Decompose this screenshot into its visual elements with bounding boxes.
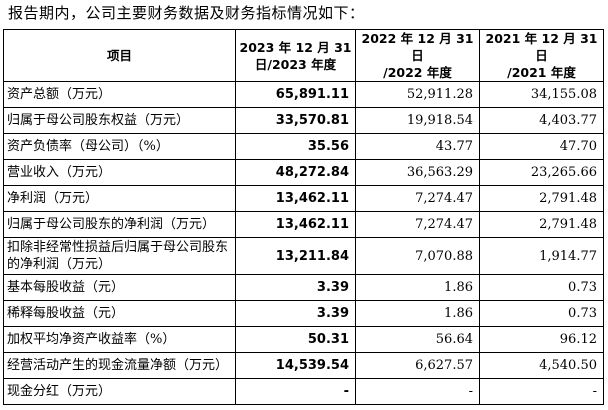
value-2022: 1.86 <box>355 300 480 327</box>
header-2023: 2023 年 12 月 31 日/2023 年度 <box>235 29 356 82</box>
table-row: 营业收入（万元） 48,272.84 36,563.29 23,265.66 <box>3 159 604 186</box>
value-2023: 13,462.11 <box>235 185 356 212</box>
table-row: 资产负债率（母公司）（%） 35.56 43.77 47.70 <box>3 133 604 160</box>
table-row: 加权平均净资产收益率（%） 50.31 56.64 96.12 <box>3 326 604 353</box>
value-2021: 23,265.66 <box>479 159 604 186</box>
header-item: 项目 <box>3 29 236 82</box>
value-2023: 13,462.11 <box>235 211 356 238</box>
financial-indicators-table: 项目 2023 年 12 月 31 日/2023 年度 2022 年 12 月 3… <box>3 29 604 405</box>
row-label: 资产负债率（母公司）（%） <box>3 133 236 160</box>
value-2023: 50.31 <box>235 326 356 353</box>
value-2021: 34,155.08 <box>479 81 604 108</box>
table-row: 归属于母公司股东的净利润（万元） 13,462.11 7,274.47 2,79… <box>3 211 604 238</box>
value-2021: 1,914.77 <box>479 237 604 275</box>
value-2021: 47.70 <box>479 133 604 160</box>
table-row: 经营活动产生的现金流量净额（万元） 14,539.54 6,627.57 4,5… <box>3 352 604 379</box>
row-label: 归属于母公司股东权益（万元） <box>3 107 236 134</box>
value-2022: 1.86 <box>355 274 480 301</box>
value-2023: 35.56 <box>235 133 356 160</box>
header-2021: 2021 年 12 月 31 日/2021 年度 <box>479 29 604 82</box>
value-2022: 36,563.29 <box>355 159 480 186</box>
table-row: 净利润（万元） 13,462.11 7,274.47 2,791.48 <box>3 185 604 212</box>
value-2023: 13,211.84 <box>235 237 356 275</box>
value-2023: 3.39 <box>235 300 356 327</box>
value-2022: 7,070.88 <box>355 237 480 275</box>
row-label: 经营活动产生的现金流量净额（万元） <box>3 352 236 379</box>
value-2023: 14,539.54 <box>235 352 356 379</box>
value-2023: - <box>235 378 356 405</box>
value-2022: 7,274.47 <box>355 185 480 212</box>
row-label: 现金分红（万元） <box>3 378 236 405</box>
row-label: 归属于母公司股东的净利润（万元） <box>3 211 236 238</box>
table-row: 稀释每股收益（元） 3.39 1.86 0.73 <box>3 300 604 327</box>
row-label: 基本每股收益（元） <box>3 274 236 301</box>
value-2022: 52,911.28 <box>355 81 480 108</box>
value-2022: 43.77 <box>355 133 480 160</box>
table-row: 归属于母公司股东权益（万元） 33,570.81 19,918.54 4,403… <box>3 107 604 134</box>
row-label: 营业收入（万元） <box>3 159 236 186</box>
value-2021: 4,403.77 <box>479 107 604 134</box>
value-2021: 2,791.48 <box>479 185 604 212</box>
intro-text: 报告期内，公司主要财务数据及财务指标情况如下： <box>8 4 365 22</box>
table-row: 扣除非经常性损益后归属于母公司股东的净利润（万元） 13,211.84 7,07… <box>3 237 604 275</box>
value-2023: 33,570.81 <box>235 107 356 134</box>
value-2021: 96.12 <box>479 326 604 353</box>
value-2021: 2,791.48 <box>479 211 604 238</box>
table-row: 基本每股收益（元） 3.39 1.86 0.73 <box>3 274 604 301</box>
table-header-row: 项目 2023 年 12 月 31 日/2023 年度 2022 年 12 月 3… <box>3 29 604 82</box>
row-label: 资产总额（万元） <box>3 81 236 108</box>
value-2022: 19,918.54 <box>355 107 480 134</box>
row-label: 稀释每股收益（元） <box>3 300 236 327</box>
row-label: 净利润（万元） <box>3 185 236 212</box>
value-2022: - <box>355 378 480 405</box>
value-2021: - <box>479 378 604 405</box>
value-2023: 65,891.11 <box>235 81 356 108</box>
value-2021: 4,540.50 <box>479 352 604 379</box>
row-label: 扣除非经常性损益后归属于母公司股东的净利润（万元） <box>3 237 236 275</box>
value-2023: 3.39 <box>235 274 356 301</box>
value-2022: 56.64 <box>355 326 480 353</box>
value-2022: 7,274.47 <box>355 211 480 238</box>
value-2022: 6,627.57 <box>355 352 480 379</box>
header-2022: 2022 年 12 月 31 日/2022 年度 <box>355 29 480 82</box>
table-row: 资产总额（万元） 65,891.11 52,911.28 34,155.08 <box>3 81 604 108</box>
table-row: 现金分红（万元） - - - <box>3 378 604 405</box>
value-2023: 48,272.84 <box>235 159 356 186</box>
row-label: 加权平均净资产收益率（%） <box>3 326 236 353</box>
value-2021: 0.73 <box>479 300 604 327</box>
value-2021: 0.73 <box>479 274 604 301</box>
